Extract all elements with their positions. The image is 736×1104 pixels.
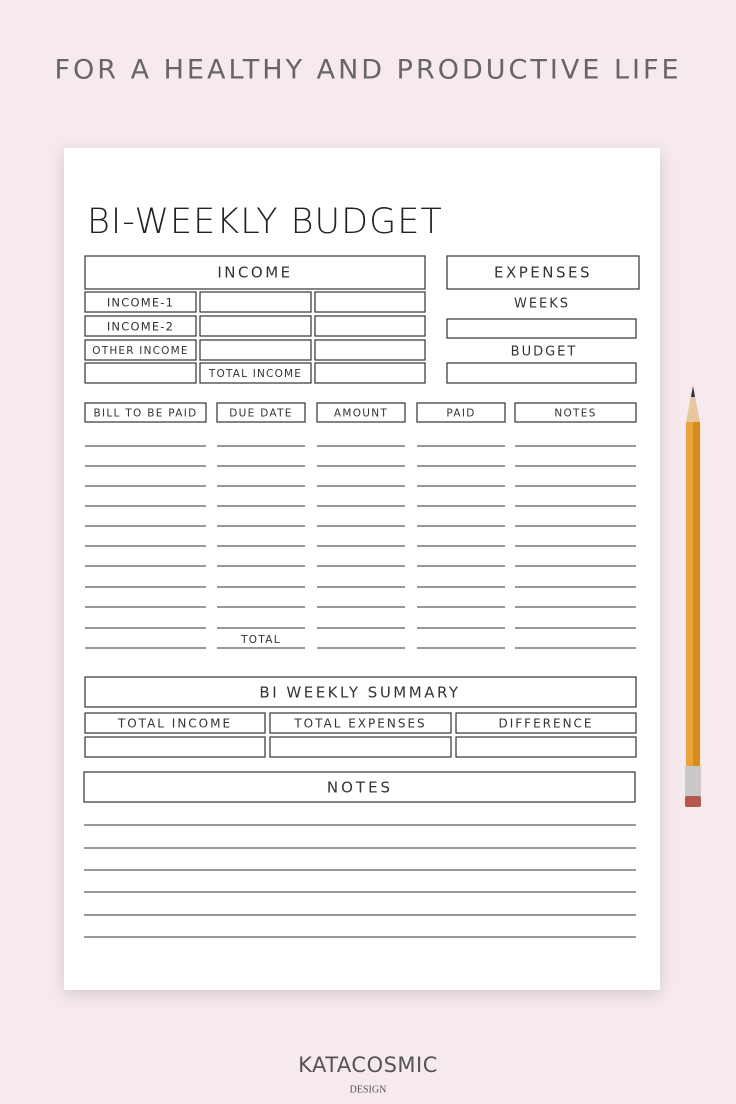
box [84,291,197,313]
income-heading: INCOME [217,264,292,282]
tagline: FOR A HEALTHY AND PRODUCTIVE LIFE [54,55,681,86]
pencil-eraser [685,796,701,807]
box [84,676,637,708]
pencil-lead [691,386,695,397]
income-row-label: OTHER INCOME [92,345,188,357]
pencil [685,386,701,807]
box [84,315,197,337]
box [84,362,197,384]
bill-column-header: BILL TO BE PAID [93,408,197,420]
sheet-title: BI-WEEKLY BUDGET [87,202,443,242]
box [514,402,637,423]
form: INCOME INCOME-1 INCOME-2 OTHER INCOME TOTAL … [83,255,640,938]
bill-total-label: TOTAL [240,634,281,646]
box [316,402,406,423]
income-row-label: INCOME-2 [107,320,174,334]
bill-column-header: DUE DATE [229,408,292,420]
summary-heading: BI WEEKLY SUMMARY [259,684,460,702]
box [455,712,637,734]
box [416,402,506,423]
pencil-shade [693,422,700,766]
box [83,771,636,803]
income-total-label: TOTAL INCOME [208,368,302,380]
income-row-label: INCOME-1 [107,296,174,310]
pencil-wood [686,386,700,422]
box [269,736,452,758]
box [84,736,266,758]
summary-column-header: TOTAL INCOME [117,717,232,731]
box [314,339,426,361]
box [446,318,637,339]
box [199,362,312,384]
box [269,712,452,734]
summary-column-header: TOTAL EXPENSES [293,717,426,731]
box [84,339,197,361]
box [84,255,426,290]
box [199,291,312,313]
brand-sub: DESIGN [350,1084,387,1095]
bill-column-header: AMOUNT [334,408,388,420]
box [84,712,266,734]
box [314,291,426,313]
box [455,736,637,758]
brand: KATACOSMIC [298,1053,438,1077]
box [199,339,312,361]
bill-column-header: PAID [446,408,475,420]
box [84,402,207,423]
expenses-heading: EXPENSES [494,264,592,282]
weeks-label: WEEKS [514,297,570,312]
box [446,362,637,384]
sheet [64,148,660,990]
box [314,315,426,337]
box [314,362,426,384]
bill-column-header: NOTES [554,408,596,420]
budget-label: BUDGET [511,345,578,360]
summary-column-header: DIFFERENCE [498,717,593,731]
box [446,255,640,290]
pencil-ferrule [685,766,701,796]
notes-heading: NOTES [327,779,393,797]
box [199,315,312,337]
box [216,402,306,423]
